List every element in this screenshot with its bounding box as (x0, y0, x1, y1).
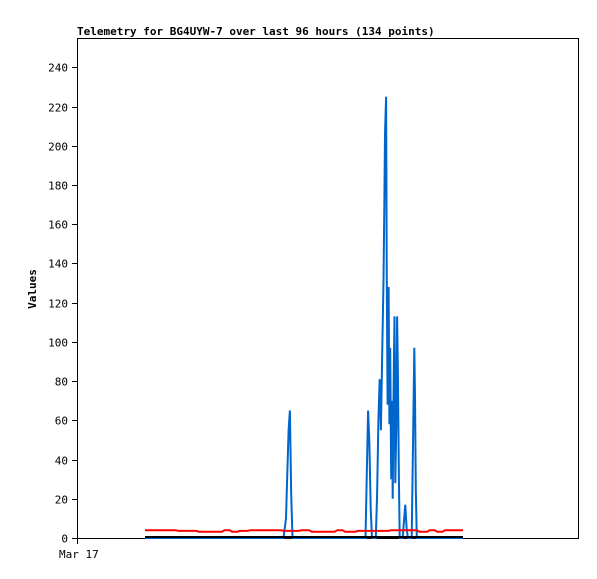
x-axis: Mar 17 (59, 538, 99, 561)
y-tick-label: 100 (48, 337, 68, 350)
y-tick-label: 160 (48, 219, 68, 232)
y-tick-label: 120 (48, 298, 68, 311)
y-tick-label: 220 (48, 102, 68, 115)
y-tick-label: 60 (55, 415, 68, 428)
red-series-line (145, 529, 463, 533)
y-axis: 0 20 40 60 80 100 120 140 160 180 200 220 240 (48, 62, 77, 546)
y-tick-label: 0 (61, 533, 68, 546)
y-tick-label: 240 (48, 62, 68, 75)
series-layer (145, 96, 463, 539)
y-tick-label: 40 (55, 455, 68, 468)
y-tick-label: 140 (48, 258, 68, 271)
y-tick-label: 180 (48, 180, 68, 193)
x-tick-label: Mar 17 (59, 548, 99, 561)
y-axis-title: Values (26, 269, 39, 309)
y-tick-label: 80 (55, 376, 68, 389)
blue-series-line (145, 96, 463, 539)
y-tick-label: 200 (48, 141, 68, 154)
plot-area (77, 38, 579, 539)
y-tick-label: 20 (55, 494, 68, 507)
chart-title: Telemetry for BG4UYW-7 over last 96 hour… (77, 25, 435, 38)
